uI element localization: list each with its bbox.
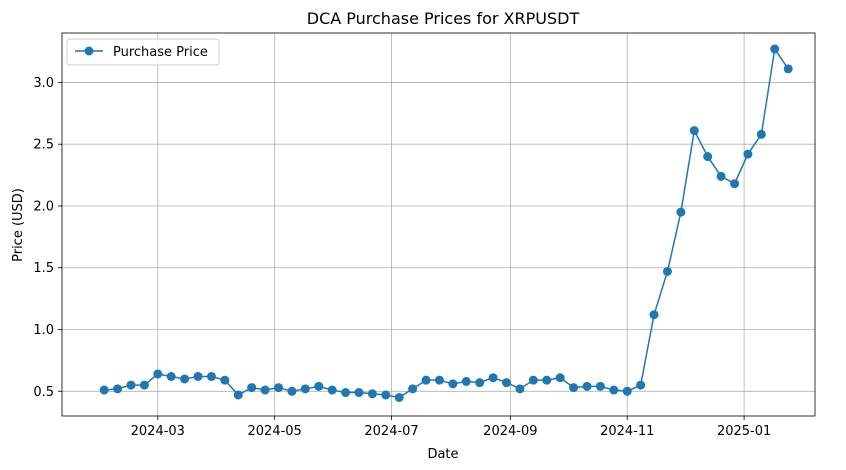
data-point-marker — [502, 378, 512, 388]
data-point-marker — [542, 375, 552, 385]
series-line — [104, 48, 789, 399]
data-point-marker — [381, 390, 391, 400]
data-point-marker — [662, 266, 672, 276]
x-tick-label: 2024-05 — [248, 424, 302, 439]
data-point-marker — [756, 129, 766, 139]
y-tick-label: 2.0 — [33, 199, 54, 214]
data-point-marker — [528, 375, 538, 385]
data-point-marker — [394, 392, 404, 402]
data-point-marker — [206, 371, 216, 381]
x-tick-label: 2024-07 — [364, 424, 418, 439]
y-tick-label: 0.5 — [33, 385, 54, 400]
data-point-marker — [555, 373, 565, 383]
data-point-marker — [434, 375, 444, 385]
data-point-marker — [622, 386, 632, 396]
data-point-marker — [233, 390, 243, 400]
data-point-marker — [783, 64, 793, 74]
data-point-marker — [716, 171, 726, 181]
data-point-marker — [488, 373, 498, 383]
data-point-marker — [676, 207, 686, 217]
data-point-marker — [99, 385, 109, 395]
x-tick-label: 2024-09 — [483, 424, 537, 439]
legend-marker-swatch — [84, 46, 94, 56]
data-point-marker — [247, 383, 257, 393]
data-point-marker — [367, 389, 377, 399]
data-point-marker — [743, 149, 753, 159]
data-point-marker — [287, 386, 297, 396]
data-point-marker — [636, 380, 646, 390]
data-point-marker — [515, 384, 525, 394]
data-point-marker — [153, 369, 163, 379]
data-point-marker — [569, 383, 579, 393]
data-point-marker — [126, 380, 136, 390]
data-point-marker — [649, 310, 659, 320]
grid-lines — [62, 33, 815, 416]
y-tick-label: 1.0 — [33, 323, 54, 338]
data-point-marker — [475, 378, 485, 388]
data-point-marker — [300, 384, 310, 394]
y-tick-label: 1.5 — [33, 261, 54, 276]
data-point-marker — [354, 388, 364, 398]
x-axis-label: Date — [427, 447, 458, 462]
chart-title: DCA Purchase Prices for XRPUSDT — [307, 9, 580, 28]
data-point-marker — [421, 375, 431, 385]
data-point-marker — [689, 126, 699, 136]
data-point-marker — [582, 381, 592, 391]
data-point-marker — [609, 385, 619, 395]
plot-frame — [61, 32, 816, 417]
data-point-marker — [448, 379, 458, 389]
data-point-marker — [595, 381, 605, 391]
y-axis-label: Price (USD) — [11, 188, 26, 262]
x-tick-label: 2024-03 — [131, 424, 185, 439]
legend: Purchase Price — [66, 38, 220, 66]
legend-label: Purchase Price — [113, 45, 208, 60]
data-point-marker — [139, 380, 149, 390]
data-point-marker — [260, 385, 270, 395]
y-tick-label: 2.5 — [33, 138, 54, 153]
data-point-marker — [314, 381, 324, 391]
data-point-marker — [341, 388, 351, 398]
y-tick-label: 3.0 — [33, 76, 54, 91]
data-point-marker — [461, 376, 471, 386]
legend-frame — [66, 38, 220, 66]
data-point-marker — [166, 371, 176, 381]
data-point-marker — [220, 375, 230, 385]
data-point-marker — [274, 383, 284, 393]
x-tick-label: 2024-11 — [600, 424, 654, 439]
data-point-marker — [703, 152, 713, 162]
data-point-marker — [180, 374, 190, 384]
x-tick-label: 2025-01 — [717, 424, 771, 439]
series-purchase-price — [99, 44, 793, 402]
axes: 2024-03 2024-05 2024-07 2024-09 2024-11 2025-… — [33, 32, 816, 439]
data-point-marker — [730, 179, 740, 189]
data-point-marker — [113, 384, 123, 394]
data-point-marker — [408, 384, 418, 394]
data-point-marker — [770, 44, 780, 54]
data-point-marker — [193, 371, 203, 381]
data-point-marker — [327, 385, 337, 395]
